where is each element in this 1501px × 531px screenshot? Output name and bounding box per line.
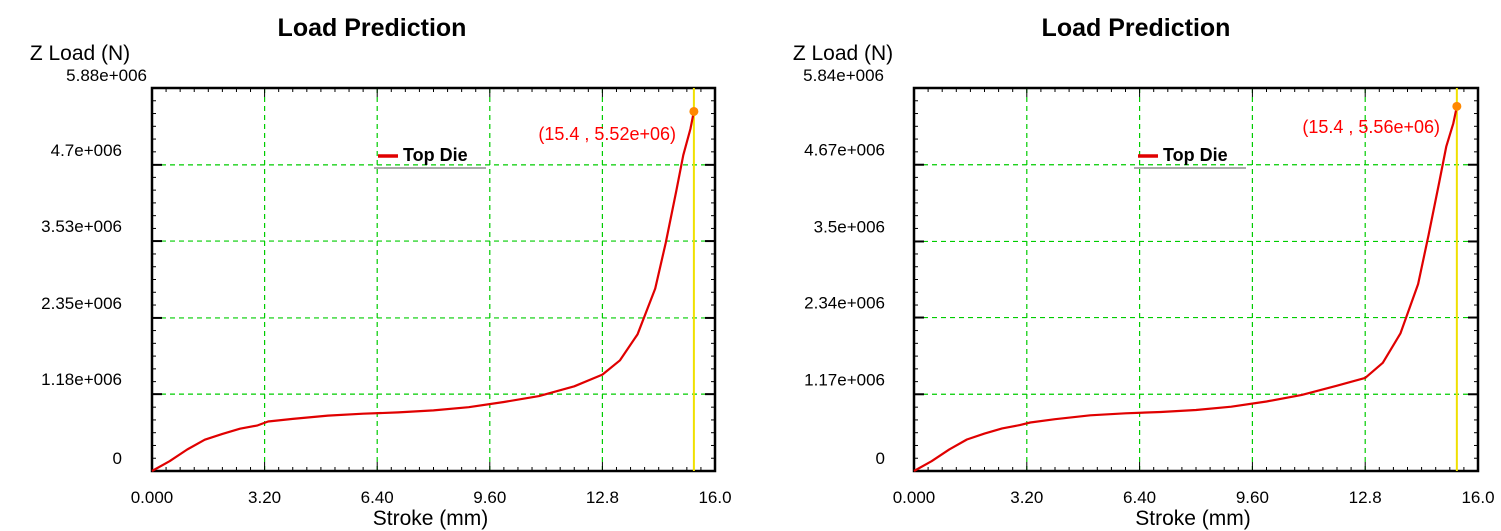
x-tick-label: 3.20 — [1010, 488, 1043, 507]
x-tick-label: 16.0 — [1461, 488, 1494, 507]
x-tick-label: 6.40 — [1123, 488, 1156, 507]
y-tick-label: 3.53e+006 — [41, 217, 122, 236]
y-max-label: 5.88e+006 — [66, 66, 147, 85]
point-annotation: (15.4 , 5.56e+06) — [1302, 117, 1440, 137]
data-point-marker — [689, 106, 699, 116]
y-tick-label: 2.34e+006 — [804, 294, 885, 313]
y-tick-label: 4.7e+006 — [51, 141, 122, 160]
load-chart-left-svg: Load Prediction Z Load (N)5.88e+006 0.000 3… — [30, 14, 732, 530]
y-tick-label: 1.18e+006 — [41, 370, 122, 389]
x-tick-label: 0.000 — [131, 488, 174, 507]
chart-title: Load Prediction — [1042, 14, 1231, 42]
legend-label: Top Die — [403, 145, 468, 165]
y-max-label: 5.84e+006 — [803, 66, 884, 85]
point-annotation: (15.4 , 5.52e+06) — [538, 124, 676, 144]
x-axis-label: Stroke (mm) — [373, 507, 489, 530]
data-point-marker — [1452, 101, 1462, 111]
y-tick-label: 2.35e+006 — [41, 294, 122, 313]
x-tick-label: 9.60 — [473, 488, 506, 507]
y-axis-label: Z Load (N) — [793, 42, 893, 65]
x-tick-label: 12.8 — [586, 488, 619, 507]
x-axis-label: Stroke (mm) — [1135, 507, 1251, 530]
legend-label: Top Die — [1163, 145, 1228, 165]
chart-title: Load Prediction — [278, 14, 467, 42]
load-chart-left: Load Prediction Z Load (N) 5.88e+006 0.000 3… — [0, 0, 750, 531]
load-chart-right-svg: Load Prediction Z Load (N)5.84e+006 0.000 3… — [793, 14, 1495, 530]
series-line-top-die — [151, 111, 695, 472]
x-tick-label: 0.000 — [893, 488, 936, 507]
x-tick-label: 3.20 — [248, 488, 281, 507]
series-line-top-die — [913, 106, 1458, 472]
x-tick-label: 16.0 — [698, 488, 731, 507]
y-tick-label: 1.17e+006 — [804, 370, 885, 389]
x-tick-label: 9.60 — [1236, 488, 1269, 507]
x-tick-label: 12.8 — [1349, 488, 1382, 507]
load-chart-right: Load Prediction Z Load (N) 5.84e+006 0.000 3… — [751, 0, 1501, 531]
x-tick-label: 6.40 — [361, 488, 394, 507]
y-tick-label: 0 — [876, 449, 885, 468]
y-tick-label: 0 — [113, 449, 122, 468]
y-tick-label: 3.5e+006 — [814, 217, 885, 236]
y-axis-label: Z Load (N) — [30, 42, 130, 65]
y-tick-label: 4.67e+006 — [804, 141, 885, 160]
